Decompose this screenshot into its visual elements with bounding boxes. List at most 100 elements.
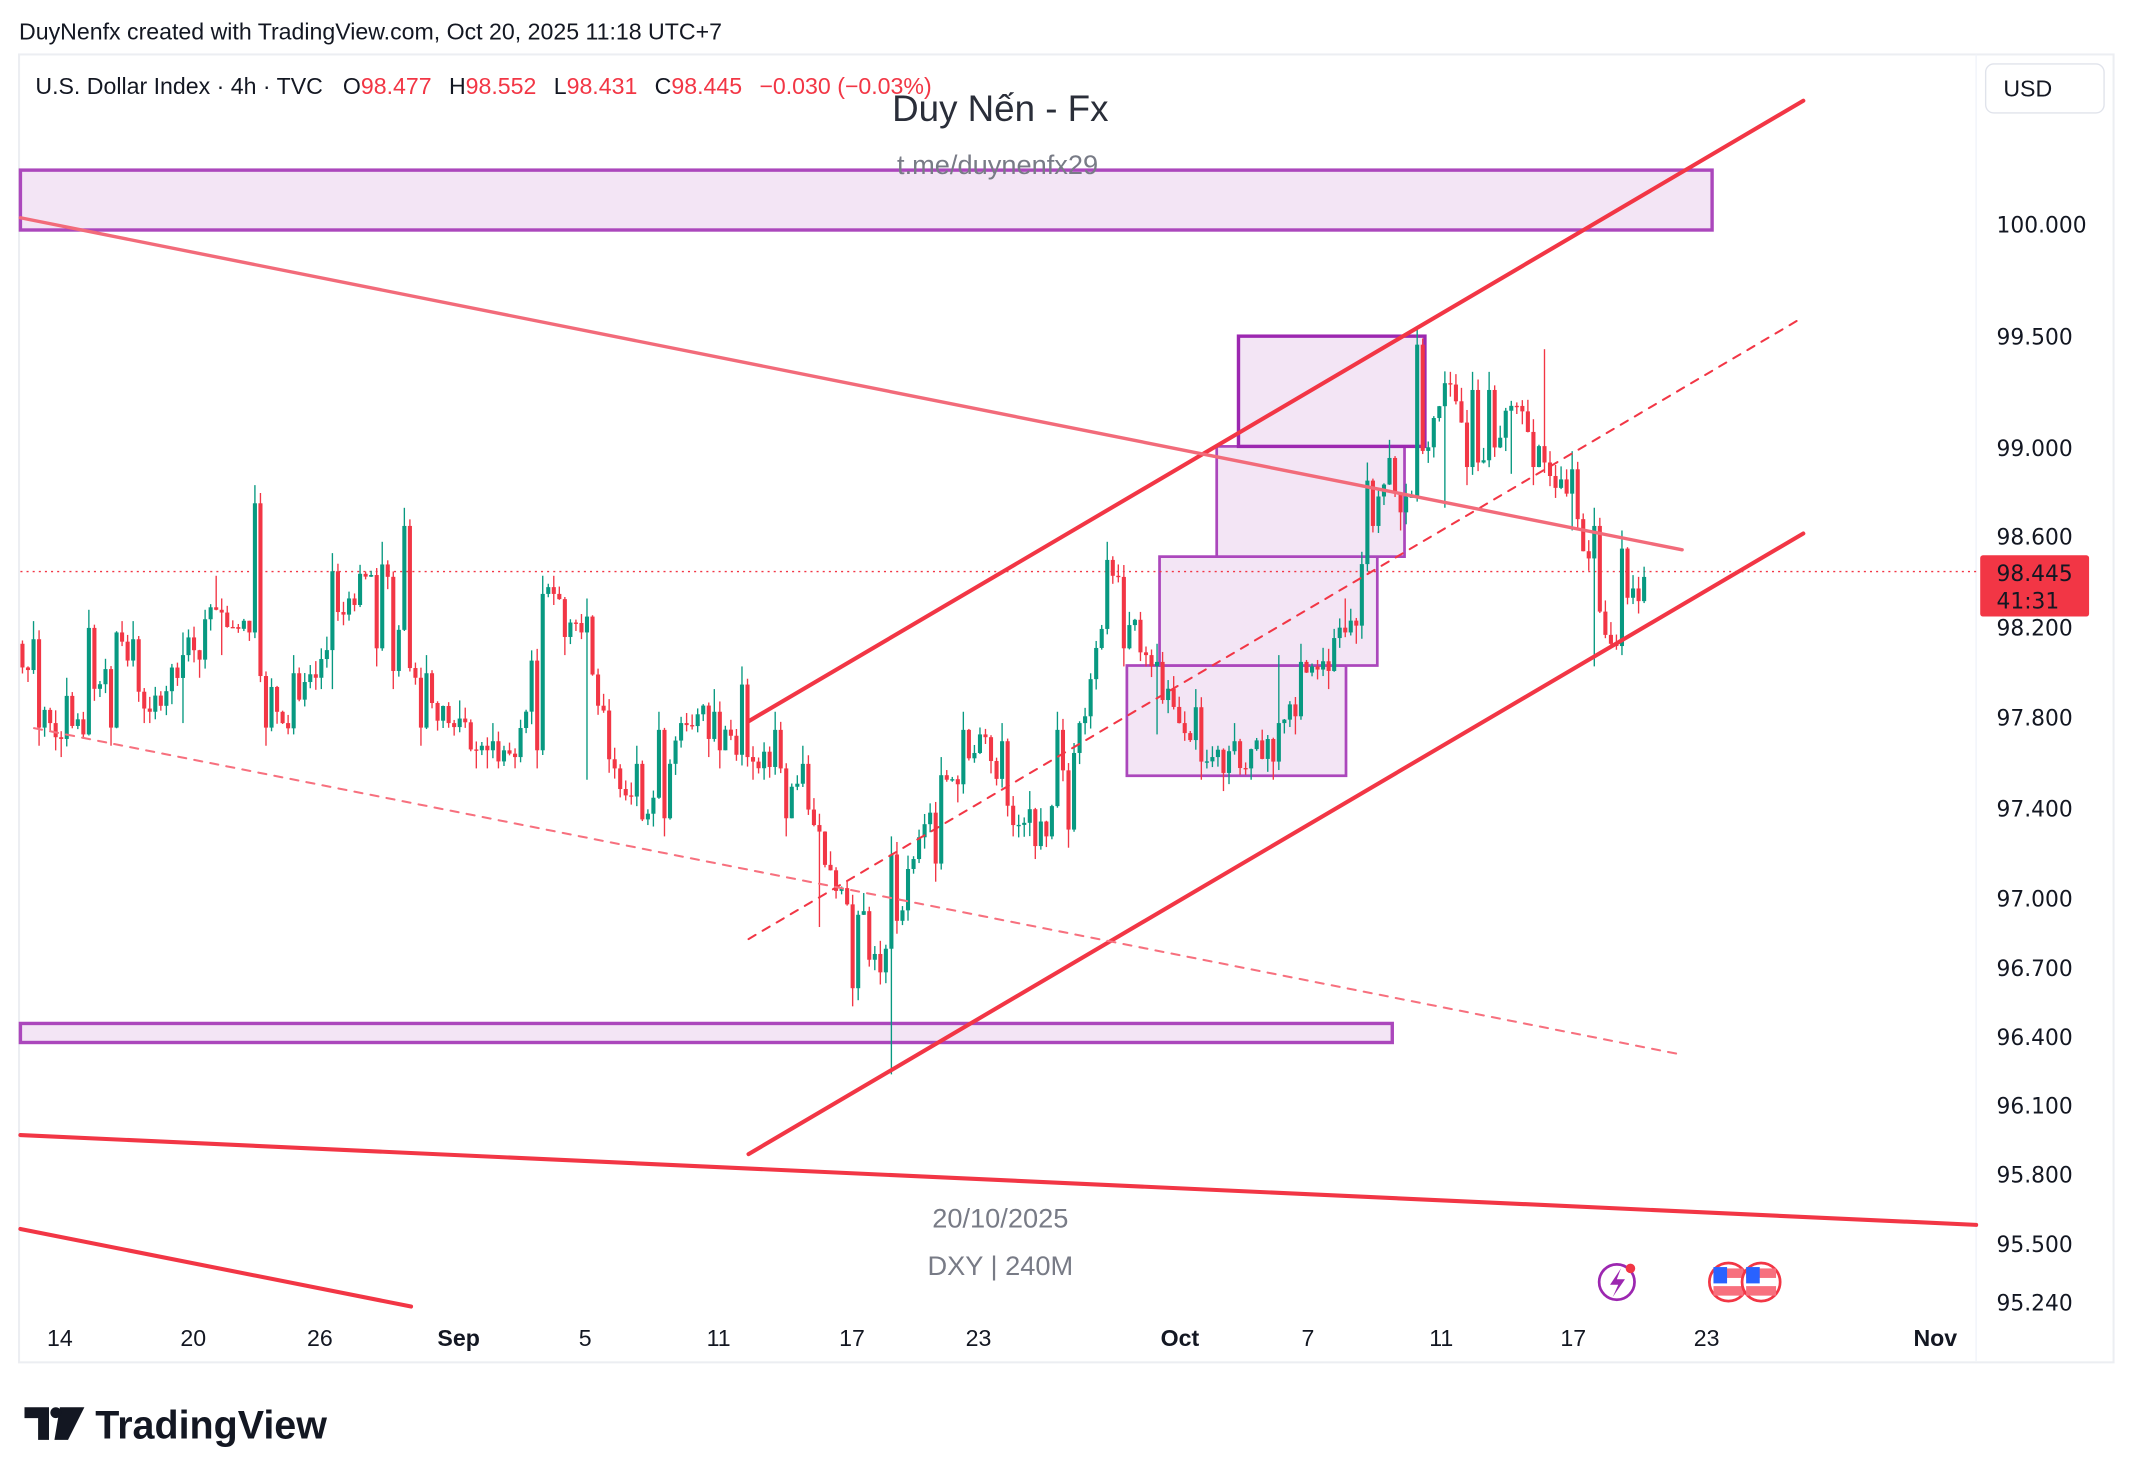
candle-body bbox=[308, 674, 313, 683]
candle-body bbox=[313, 674, 318, 678]
candle-body bbox=[889, 854, 894, 949]
descending-dashed-line[interactable] bbox=[33, 727, 1684, 1056]
candle-body bbox=[1459, 401, 1464, 423]
supply-zone[interactable] bbox=[18, 168, 1714, 232]
candle-body bbox=[883, 948, 888, 973]
price-tick-label: 96.700 bbox=[1997, 957, 2073, 982]
candle-body bbox=[208, 607, 213, 620]
candle-body bbox=[20, 643, 25, 668]
candle-body bbox=[335, 571, 340, 613]
candle-body bbox=[120, 632, 125, 642]
candle-body bbox=[330, 571, 335, 651]
price-tick-label: 96.400 bbox=[1997, 1026, 2073, 1051]
price-tick-label: 96.100 bbox=[1997, 1094, 2073, 1119]
bottom-support-line[interactable] bbox=[18, 1133, 1979, 1227]
channel-lower-line[interactable] bbox=[746, 531, 1806, 1157]
channel-mid-line[interactable] bbox=[747, 316, 1805, 941]
candle-body bbox=[225, 612, 230, 627]
candle-body bbox=[1204, 761, 1209, 763]
candle-body bbox=[977, 734, 983, 753]
candle-body bbox=[1044, 821, 1049, 837]
watermark: Duy Nến - Fx t.me/duynenfx29 20/10/2025 … bbox=[892, 88, 1108, 1281]
candle-body bbox=[1038, 821, 1043, 847]
candle-body bbox=[1636, 588, 1641, 602]
candle-body bbox=[1099, 628, 1104, 648]
candle-body bbox=[1265, 739, 1270, 759]
candle-body bbox=[1343, 627, 1348, 633]
candle-body bbox=[297, 673, 302, 700]
box-1[interactable] bbox=[1236, 334, 1427, 449]
candle-body bbox=[739, 684, 745, 755]
candle-body bbox=[1542, 446, 1547, 463]
tradingview-logo[interactable]: TradingView bbox=[24, 1404, 327, 1448]
price-tick-label: 97.000 bbox=[1997, 887, 2073, 912]
candle-body bbox=[1011, 805, 1016, 826]
watermark-date: 20/10/2025 bbox=[932, 1203, 1068, 1234]
candle-body bbox=[1188, 733, 1193, 741]
candle-body bbox=[1586, 551, 1591, 559]
lower-left-line[interactable] bbox=[18, 1226, 414, 1309]
demand-zone[interactable] bbox=[18, 1021, 1394, 1045]
candle-body bbox=[1370, 480, 1375, 526]
candle-body bbox=[939, 775, 944, 864]
candle-body bbox=[1171, 688, 1176, 707]
candle-body bbox=[496, 741, 501, 762]
candle-body bbox=[64, 695, 69, 739]
candle-body bbox=[607, 710, 612, 760]
candle-body bbox=[900, 910, 905, 921]
candle-body bbox=[695, 714, 700, 727]
candle-body bbox=[1177, 706, 1182, 724]
candle-body bbox=[258, 503, 263, 677]
candle-body bbox=[424, 673, 429, 728]
candle-body bbox=[319, 659, 324, 678]
candle-body bbox=[446, 705, 451, 724]
candle-body bbox=[1581, 519, 1586, 552]
us-flag-icon[interactable] bbox=[1708, 1261, 1749, 1303]
candle-body bbox=[501, 750, 507, 762]
candle-body bbox=[834, 870, 839, 891]
candle-body bbox=[756, 761, 761, 769]
candle-body bbox=[263, 676, 269, 728]
candle-body bbox=[1503, 410, 1508, 438]
candle-body bbox=[1221, 749, 1226, 773]
currency-button[interactable] bbox=[1984, 63, 2105, 114]
candle-body bbox=[463, 718, 468, 723]
descending-resistance-line[interactable] bbox=[18, 216, 1684, 552]
candle-body bbox=[1393, 457, 1398, 494]
price-tick-label: 99.500 bbox=[1997, 325, 2073, 350]
channel-upper-line[interactable] bbox=[746, 98, 1806, 724]
candle-body bbox=[1531, 431, 1536, 468]
candle-body bbox=[1293, 704, 1298, 717]
price-axis[interactable]: 100.000 99.500 99.000 98.600 98.200 97.800 97.… bbox=[1997, 214, 2087, 1317]
candle-body bbox=[1553, 476, 1558, 488]
time-tick-label: Sep bbox=[437, 1325, 479, 1351]
us-flag-icon[interactable] bbox=[1740, 1261, 1782, 1303]
box-4[interactable] bbox=[1125, 664, 1348, 778]
candle-body bbox=[396, 629, 401, 671]
time-axis[interactable]: 14 20 26 Sep 5 11 17 23 Oct 7 11 17 23 Nov bbox=[47, 1325, 1957, 1351]
candle-body bbox=[479, 745, 484, 751]
candle-body bbox=[1193, 707, 1198, 741]
candle-body bbox=[1404, 496, 1409, 513]
candle-body bbox=[48, 709, 53, 724]
candle-body bbox=[811, 809, 816, 826]
candle-body bbox=[402, 525, 407, 630]
candle-body bbox=[42, 709, 47, 728]
candle-body bbox=[1199, 707, 1204, 762]
candle-body bbox=[97, 684, 102, 689]
candle-body bbox=[70, 695, 75, 726]
close-label: C bbox=[655, 73, 672, 99]
symbol-title[interactable]: U.S. Dollar Index · 4h · TVC bbox=[35, 73, 322, 99]
time-tick-label: 23 bbox=[1694, 1325, 1720, 1351]
candle-body bbox=[418, 677, 423, 728]
candle-body bbox=[1525, 411, 1530, 432]
candle-body bbox=[573, 622, 578, 624]
candle-body bbox=[546, 587, 551, 594]
candle-body bbox=[684, 723, 689, 726]
candle-body bbox=[1592, 525, 1597, 559]
time-tick-label: 7 bbox=[1301, 1325, 1314, 1351]
candle-body bbox=[1072, 752, 1077, 830]
price-tick-label: 97.800 bbox=[1997, 706, 2073, 731]
candle-body bbox=[750, 757, 756, 762]
lightning-event-icon[interactable] bbox=[1597, 1262, 1636, 1302]
